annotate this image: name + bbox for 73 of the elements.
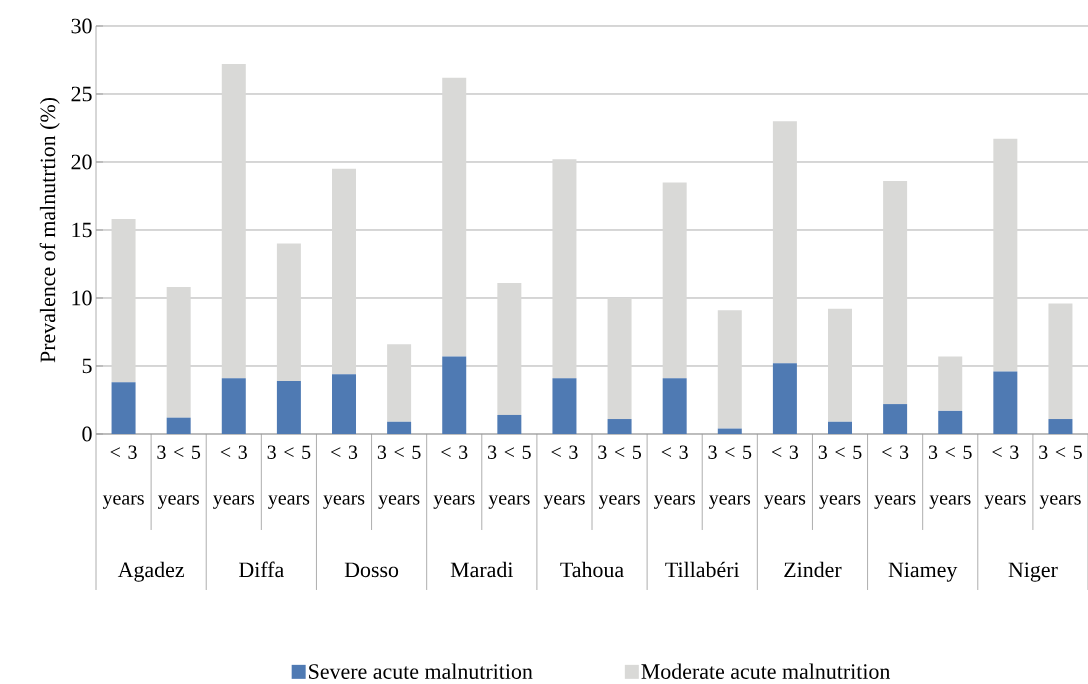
text: Niamey bbox=[888, 562, 958, 582]
category-label: < 3 years bbox=[213, 445, 255, 509]
category-label: 3 < 5 years bbox=[157, 445, 201, 509]
y-tick-label: 0 bbox=[82, 426, 92, 442]
bar bbox=[938, 356, 963, 411]
text: Dosso bbox=[344, 562, 399, 578]
category-label: 3 < 5 years bbox=[1039, 445, 1082, 509]
text: Tillabéri bbox=[665, 561, 740, 578]
bar bbox=[883, 404, 908, 434]
bar bbox=[552, 378, 577, 434]
bar bbox=[662, 182, 687, 379]
bar bbox=[166, 287, 191, 418]
category-label: 3 < 5 years bbox=[488, 445, 531, 509]
y-tick-label: 30 bbox=[71, 18, 92, 34]
bar bbox=[1048, 303, 1073, 420]
bar bbox=[332, 374, 357, 434]
bar bbox=[276, 243, 301, 381]
bar bbox=[442, 77, 467, 357]
category-label: 3 < 5 years bbox=[928, 445, 972, 509]
text: Tahoua bbox=[560, 561, 624, 578]
y-tick-label: 25 bbox=[71, 86, 92, 102]
bar bbox=[111, 382, 136, 434]
y-tick-label: 5 bbox=[82, 358, 92, 374]
category-label: < 3 years bbox=[543, 445, 585, 509]
category-label: 3 < 5 years bbox=[267, 445, 311, 509]
text: Maradi bbox=[450, 561, 514, 578]
y-tick-label: 10 bbox=[72, 290, 92, 306]
bar bbox=[717, 428, 742, 434]
y-axis-title: Prevalence of malnutrtion (%) bbox=[39, 97, 60, 363]
bar bbox=[717, 310, 742, 429]
bar bbox=[938, 410, 963, 434]
bar bbox=[552, 159, 577, 379]
bar bbox=[772, 121, 797, 364]
category-label: < 3 years bbox=[102, 445, 144, 509]
category-label: 3 < 5 years bbox=[708, 445, 752, 509]
bar bbox=[497, 283, 522, 415]
category-label: < 3 years bbox=[764, 445, 806, 509]
text: Zinder bbox=[784, 561, 842, 578]
legend-label: Severe acute malnutrition bbox=[309, 663, 533, 679]
bar bbox=[993, 138, 1018, 372]
bar bbox=[111, 219, 136, 383]
category-label: < 3 years bbox=[323, 445, 365, 509]
text: Diffa bbox=[239, 561, 284, 578]
bar bbox=[332, 168, 357, 375]
bar bbox=[442, 356, 467, 434]
y-tick-label: 15 bbox=[72, 222, 92, 238]
bar bbox=[662, 378, 687, 434]
bar bbox=[993, 371, 1018, 434]
y-tick-label: 20 bbox=[71, 154, 92, 170]
text: Agadez bbox=[117, 561, 184, 582]
bar bbox=[828, 421, 853, 434]
category-label: 3 < 5 years bbox=[598, 445, 641, 509]
bar bbox=[497, 414, 522, 434]
bar bbox=[166, 417, 191, 434]
bar bbox=[276, 380, 301, 434]
category-label: < 3 years bbox=[984, 445, 1026, 509]
category-label: < 3 years bbox=[433, 445, 475, 509]
bar bbox=[221, 378, 246, 434]
category-label: 3 < 5 years bbox=[818, 445, 862, 509]
text: Niger bbox=[1008, 562, 1058, 582]
category-label: 3 < 5 years bbox=[377, 445, 421, 509]
bar bbox=[772, 363, 797, 434]
category-label: < 3 years bbox=[874, 445, 916, 509]
legend-label: Moderate acute malnutrition bbox=[641, 663, 891, 679]
bar bbox=[387, 421, 412, 434]
category-label: < 3 years bbox=[653, 445, 695, 509]
bar bbox=[387, 344, 412, 422]
bar bbox=[1048, 419, 1073, 434]
bar bbox=[828, 308, 853, 422]
bar bbox=[607, 297, 632, 420]
bar bbox=[883, 181, 908, 405]
bar bbox=[607, 419, 632, 434]
bar bbox=[221, 64, 246, 379]
